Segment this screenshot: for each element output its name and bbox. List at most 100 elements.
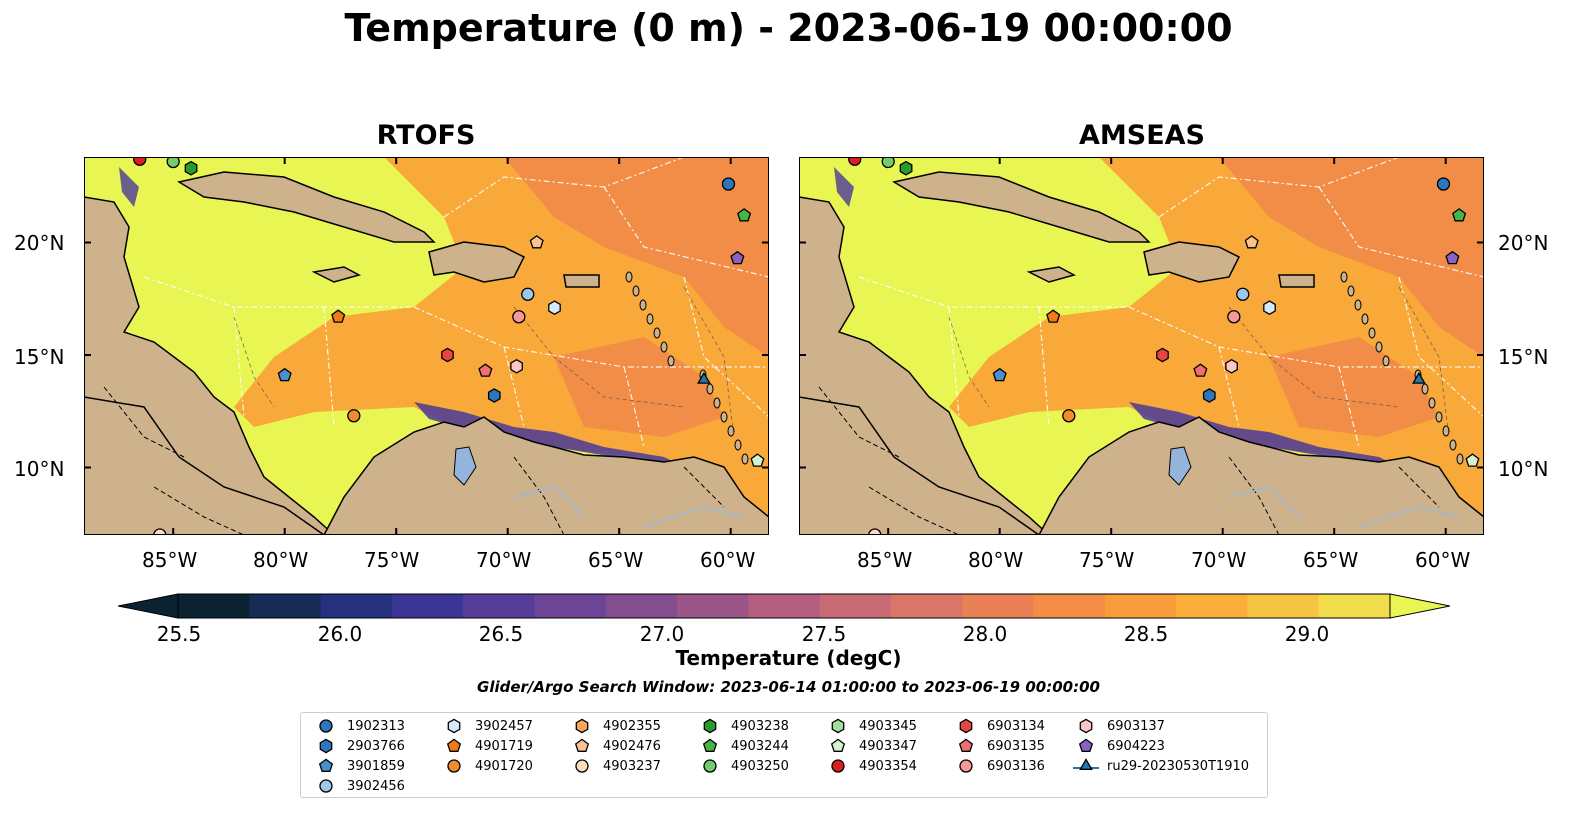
- colorbar-tick-label: 28.0: [962, 622, 1008, 646]
- legend-item: 4903238: [697, 717, 789, 735]
- legend-marker-circle: [319, 719, 333, 733]
- legend-label: ru29-20230530T1910: [1107, 758, 1250, 774]
- eez-boundary: [1038, 306, 1050, 428]
- island: [653, 327, 661, 339]
- legend-item: ru29-20230530T1910: [1073, 757, 1249, 775]
- float-marker-6903135: [478, 363, 493, 377]
- legend-marker-hexagon: [703, 718, 717, 734]
- float-marker-6903136: [512, 310, 526, 324]
- float-marker-6903135: [1193, 363, 1208, 377]
- island: [1435, 411, 1443, 423]
- colorbar-tick-label: 25.5: [156, 622, 202, 646]
- colorbar-frame: [177, 593, 1391, 619]
- float-marker-4903354: [848, 157, 862, 166]
- colorbar-bin: [748, 594, 821, 618]
- legend-item: 4902476: [569, 737, 661, 755]
- colorbar-bin: [1176, 594, 1248, 618]
- float-marker-3902457: [548, 300, 561, 316]
- colorbar-bin: [819, 594, 892, 618]
- island: [713, 397, 721, 409]
- legend-marker-circle: [703, 759, 717, 773]
- legend-marker-circle: [575, 759, 589, 773]
- island: [1382, 355, 1390, 367]
- float-marker-6903134: [441, 347, 454, 363]
- float-marker-4901719: [331, 309, 346, 323]
- colorbar-extend-low: [117, 593, 179, 619]
- float-marker-4903250: [881, 157, 895, 169]
- lon-tick-label: 80°W: [253, 548, 309, 572]
- bathymetry-contour: [233, 316, 275, 408]
- colorbar-bin: [1104, 594, 1177, 618]
- amseas-map-canvas: [799, 157, 1484, 535]
- lon-tick-label: 70°W: [476, 548, 532, 572]
- legend-marker-hexagon: [319, 738, 333, 754]
- rtofs-map-canvas: [84, 157, 769, 535]
- legend-label: 3902457: [475, 718, 533, 734]
- country-border: [153, 486, 245, 535]
- float-marker-4901720: [347, 409, 361, 423]
- legend-label: 3902456: [347, 778, 405, 794]
- legend-item: 6903136: [953, 757, 1045, 775]
- float-marker-4903354: [133, 157, 147, 166]
- land-mass: [177, 171, 436, 243]
- legend-label: 4903244: [731, 738, 789, 754]
- colorbar-bin: [677, 594, 749, 618]
- legend-item: 6903137: [1073, 717, 1165, 735]
- colorbar-bin: [178, 594, 250, 618]
- eez-boundary: [603, 186, 769, 278]
- island: [1449, 439, 1457, 451]
- lon-tick-label: 65°W: [1303, 548, 1359, 572]
- float-marker-4903244: [737, 208, 752, 222]
- land-mass: [1038, 416, 1484, 535]
- legend-marker-triangle-line: [1079, 758, 1093, 770]
- land-mass: [311, 266, 362, 283]
- float-marker-4903250: [166, 157, 180, 169]
- colorbar-bin: [249, 594, 322, 618]
- eez-boundary: [948, 306, 960, 418]
- search-window-subtitle: Glider/Argo Search Window: 2023-06-14 01…: [477, 678, 1100, 696]
- legend-item: 4901720: [441, 757, 533, 775]
- colorbar-tick-label: 26.0: [317, 622, 363, 646]
- lat-tick-label: 15°N: [14, 345, 65, 369]
- island: [741, 453, 749, 465]
- colorbar-tick-label: 27.5: [801, 622, 847, 646]
- float-marker-4903238: [184, 160, 198, 176]
- legend-label: 4902476: [603, 738, 661, 754]
- eez-boundary: [323, 306, 335, 428]
- colorbar-bin: [890, 594, 963, 618]
- colorbar-bin: [1033, 594, 1106, 618]
- float-marker-ru29-20230530T1910: [697, 371, 711, 384]
- colorbar-tick-label: 28.5: [1123, 622, 1169, 646]
- legend-label: 4902355: [603, 718, 661, 734]
- float-marker-6903137: [510, 358, 523, 374]
- hot-water-region: [504, 157, 769, 437]
- legend-marker-pentagon: [830, 738, 846, 752]
- legend-item: 4903347: [825, 737, 917, 755]
- cold-yucatan-region: [119, 167, 139, 207]
- lat-tick-label: 10°N: [14, 457, 65, 481]
- colorbar-bin: [962, 594, 1035, 618]
- land-mass: [1278, 274, 1315, 288]
- land-mass: [84, 196, 336, 535]
- bathymetry-contour: [1228, 306, 1400, 408]
- legend-marker-circle: [959, 759, 973, 773]
- eez-boundary: [1158, 157, 1400, 218]
- legend-label: 2903766: [347, 738, 405, 754]
- lon-tick-label: 75°W: [1079, 548, 1135, 572]
- colorbar-bin: [605, 594, 678, 618]
- panel-title-amseas: AMSEAS: [1079, 120, 1205, 151]
- country-border: [1228, 456, 1280, 535]
- legend-marker-pentagon: [574, 738, 590, 752]
- country-border: [1398, 466, 1440, 508]
- colorbar-tick-label: 26.5: [478, 622, 524, 646]
- legend-marker-circle: [831, 759, 845, 773]
- country-border: [683, 466, 725, 508]
- land-mass: [428, 241, 526, 283]
- lon-tick-label: 85°W: [142, 548, 198, 572]
- island: [660, 341, 668, 353]
- colorbar-extend-high: [1389, 593, 1451, 619]
- legend-item: 3902456: [313, 777, 405, 795]
- float-marker-4903244: [1452, 208, 1467, 222]
- land-mass: [1143, 241, 1241, 283]
- island: [1368, 327, 1376, 339]
